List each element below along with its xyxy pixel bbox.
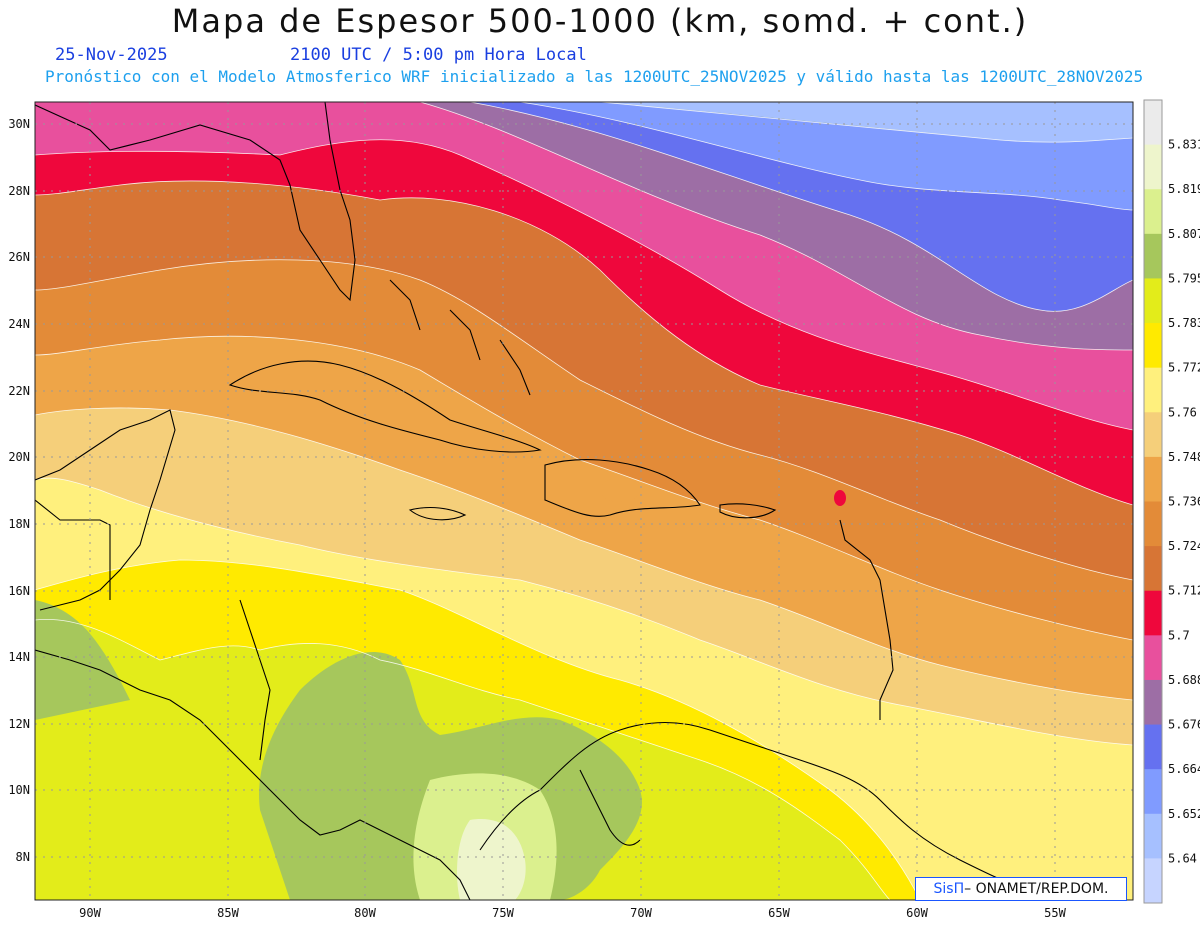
colorbar-label: 5.724 — [1168, 539, 1200, 553]
colorbar-label: 5.819 — [1168, 182, 1200, 196]
map-title: Mapa de Espesor 500-1000 (km, somd. + co… — [171, 2, 1029, 40]
colorbar-swatch — [1144, 769, 1162, 815]
lat-label: 24N — [8, 317, 30, 331]
colorbar-label: 5.807 — [1168, 227, 1200, 241]
lat-label: 26N — [8, 250, 30, 264]
colorbar-swatch — [1144, 323, 1162, 369]
lat-axis: 30N 28N 26N 24N 22N 20N 18N 16N 14N 12N … — [8, 117, 30, 864]
colorbar-swatch — [1144, 590, 1162, 636]
lat-label: 18N — [8, 517, 30, 531]
lat-label: 30N — [8, 117, 30, 131]
lon-label: 70W — [630, 906, 652, 920]
lon-label: 65W — [768, 906, 790, 920]
band-5688 — [420, 102, 1133, 350]
lon-label: 75W — [492, 906, 514, 920]
lon-axis: 90W 85W 80W 75W 70W 65W 60W 55W — [79, 906, 1066, 920]
band-5748 — [35, 336, 1133, 700]
contour-lines — [35, 102, 1133, 900]
colorbar-label: 5.795 — [1168, 271, 1200, 285]
colorbar-label: 5.783 — [1168, 316, 1200, 330]
lat-label: 10N — [8, 783, 30, 797]
colorbar-swatch — [1144, 412, 1162, 458]
map-frame — [34, 101, 1134, 901]
colorbar-swatch — [1144, 501, 1162, 547]
colorbar-swatch — [1144, 456, 1162, 502]
credit-box: SisΠ– ONAMET/REP.DOM. — [915, 877, 1127, 901]
grid-lines — [35, 102, 1133, 900]
band-5795-west — [35, 600, 130, 720]
colorbar-label: 5.831 — [1168, 138, 1200, 152]
band-5760 — [35, 407, 1133, 745]
band-5712 — [35, 139, 1133, 506]
colorbar-swatch — [1144, 144, 1162, 190]
band-5652 — [600, 102, 1133, 143]
colorbar-label: 5.772 — [1168, 361, 1200, 375]
credit-brand: SisΠ — [933, 881, 965, 897]
lat-label: 22N — [8, 384, 30, 398]
colorbar-swatch — [1144, 858, 1162, 904]
band-5724 — [35, 180, 1133, 581]
colorbar-swatch — [1144, 724, 1162, 770]
band-5676 — [470, 102, 1133, 312]
colorbar-swatch — [1144, 679, 1162, 726]
colorbar-label: 5.676 — [1168, 718, 1200, 732]
model-subtitle: Pronóstico con el Modelo Atmosferico WRF… — [45, 67, 1144, 86]
colorbar-swatch — [1144, 546, 1162, 592]
band-5819 — [457, 819, 526, 900]
colorbar-frame — [1143, 99, 1163, 904]
credit-text: ONAMET/REP.DOM. — [971, 881, 1109, 897]
colorbar-label: 5.664 — [1168, 762, 1200, 776]
colorbar-swatch — [1144, 367, 1162, 413]
colorbar-label: 5.76 — [1168, 405, 1197, 419]
colorbar-swatch — [1144, 100, 1162, 146]
lat-label: 28N — [8, 184, 30, 198]
lon-label: 60W — [906, 906, 928, 920]
lat-label: 20N — [8, 450, 30, 464]
colorbar-swatch — [1144, 189, 1162, 235]
colorbar-label: 5.736 — [1168, 495, 1200, 509]
colorbar-label: 5.748 — [1168, 450, 1200, 464]
colorbar: 5.831 5.819 5.807 5.795 5.783 5.772 5.76 5.748 5… — [1143, 99, 1200, 904]
lon-label: 80W — [354, 906, 376, 920]
colorbar-label: 5.652 — [1168, 807, 1200, 821]
colorbar-swatch — [1144, 233, 1162, 279]
colorbar-swatch — [1144, 635, 1162, 681]
band-5664 — [520, 102, 1133, 210]
colorbar-swatch — [1144, 278, 1162, 324]
band-5772 — [35, 478, 1133, 900]
lon-label: 85W — [217, 906, 239, 920]
lon-label: 55W — [1044, 906, 1066, 920]
coastlines — [35, 102, 1061, 900]
lat-label: 14N — [8, 650, 30, 664]
band-5700 — [35, 102, 1133, 430]
forecast-date: 25-Nov-2025 — [55, 45, 168, 65]
cell-dr — [600, 478, 640, 502]
credit-separator: – — [964, 881, 972, 897]
forecast-time: 2100 UTC / 5:00 pm Hora Local — [290, 45, 587, 65]
lat-label: 16N — [8, 584, 30, 598]
cell-guadeloupe — [834, 490, 846, 506]
colorbar-label: 5.7 — [1168, 628, 1190, 642]
lat-label: 8N — [16, 850, 30, 864]
colorbar-label: 5.64 — [1168, 851, 1197, 865]
colorbar-swatch — [1144, 813, 1162, 859]
lat-label: 12N — [8, 717, 30, 731]
band-5736 — [35, 259, 1133, 640]
lon-label: 90W — [79, 906, 101, 920]
colorbar-label: 5.688 — [1168, 673, 1200, 687]
thickness-bands — [35, 102, 1133, 900]
colorbar-label: 5.712 — [1168, 584, 1200, 598]
